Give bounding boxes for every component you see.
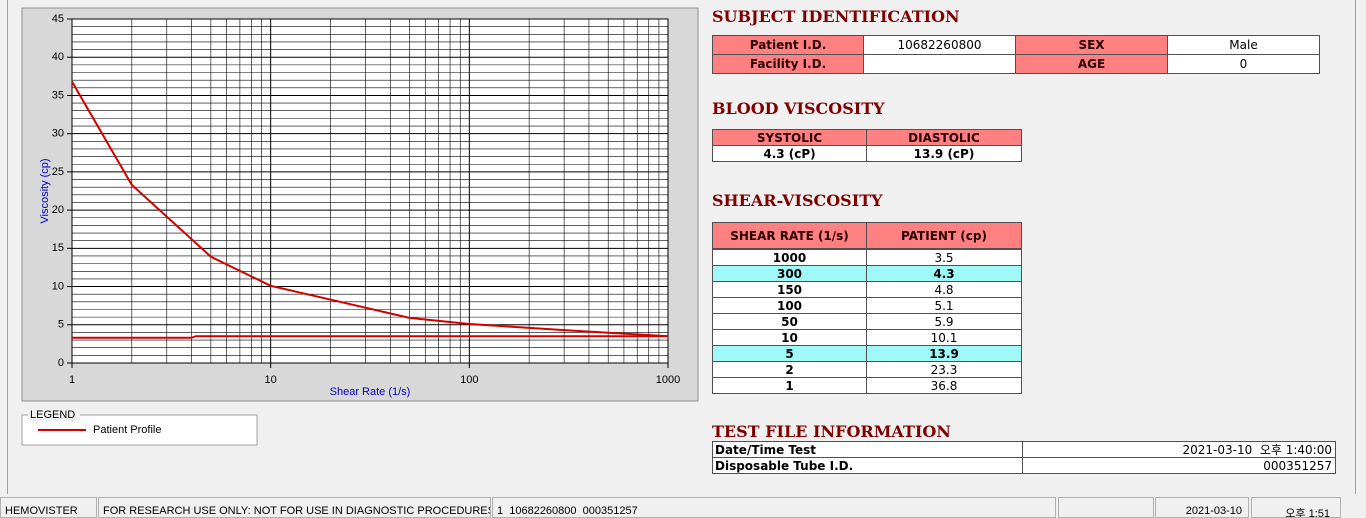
table-cell: 23.3 xyxy=(866,361,1022,378)
table-cell: 10682260800 xyxy=(863,35,1016,55)
table-cell: SHEAR RATE (1/s) xyxy=(712,222,867,249)
y-axis-label: Viscosity (cp) xyxy=(39,158,51,223)
table-cell: 13.9 (cP) xyxy=(866,145,1022,162)
y-tick-label: 0 xyxy=(58,357,64,369)
table-cell: 13.9 xyxy=(866,345,1022,362)
series-line xyxy=(71,81,669,338)
x-tick-label: 1 xyxy=(69,374,75,386)
status-panel: 2021-03-10 xyxy=(1155,497,1249,518)
table-cell: SEX xyxy=(1015,35,1168,55)
plot-border xyxy=(71,18,669,364)
legend-title: LEGEND xyxy=(30,409,75,421)
status-panel: 오후 1:51 xyxy=(1251,497,1341,518)
x-tick-label: 10 xyxy=(265,374,277,386)
y-tick-label: 25 xyxy=(52,166,64,178)
table-cell: DIASTOLIC xyxy=(866,129,1022,146)
table-cell: 2 xyxy=(712,361,867,378)
table-cell: 3.5 xyxy=(866,249,1022,266)
table-cell: 1 xyxy=(712,377,867,394)
table-cell: SYSTOLIC xyxy=(712,129,867,146)
table-cell: 100 xyxy=(712,297,867,314)
table-cell: 0 xyxy=(1167,54,1320,74)
x-axis-label: Shear Rate (1/s) xyxy=(330,386,411,398)
table-cell: Male xyxy=(1167,35,1320,55)
status-panel: FOR RESEARCH USE ONLY: NOT FOR USE IN DI… xyxy=(98,497,491,518)
section-title: SUBJECT IDENTIFICATION xyxy=(712,7,960,26)
table-cell: 36.8 xyxy=(866,377,1022,394)
table-cell: 50 xyxy=(712,313,867,330)
y-tick-label: 35 xyxy=(52,89,64,101)
table-cell: 300 xyxy=(712,265,867,282)
table-cell: 2021-03-10 오후 1:40:00 xyxy=(1022,441,1336,458)
section-title: BLOOD VISCOSITY xyxy=(712,99,885,118)
legend-label: Patient Profile xyxy=(93,424,161,436)
table-cell: 150 xyxy=(712,281,867,298)
y-tick-label: 30 xyxy=(52,128,64,140)
table-cell: AGE xyxy=(1015,54,1168,74)
x-tick-label: 1000 xyxy=(656,374,680,386)
status-panel: HEMOVISTER xyxy=(0,497,97,518)
y-tick-label: 45 xyxy=(52,13,64,25)
table-cell: 5 xyxy=(712,345,867,362)
status-panel: 1 10682260800 000351257 xyxy=(492,497,1056,518)
table-cell: 5.1 xyxy=(866,297,1022,314)
table-cell: 1000 xyxy=(712,249,867,266)
section-title: TEST FILE INFORMATION xyxy=(712,422,951,441)
series-line xyxy=(72,335,668,339)
table-cell: Facility I.D. xyxy=(712,54,864,74)
legend-title-bg xyxy=(28,409,80,421)
table-cell: 10 xyxy=(712,329,867,346)
table-cell: Date/Time Test xyxy=(712,441,1023,458)
window-right-edge xyxy=(1355,0,1356,494)
table-cell: 4.8 xyxy=(866,281,1022,298)
chart: LEGEND 0 5 10 15 20 25 30 35 40 45 1 10 100 1000 Shear… xyxy=(21,7,699,446)
table-cell: 4.3 xyxy=(866,265,1022,282)
table-cell: 000351257 xyxy=(1022,457,1336,474)
table-cell: Disposable Tube I.D. xyxy=(712,457,1023,474)
table-cell: 4.3 (cP) xyxy=(712,145,867,162)
y-tick-label: 20 xyxy=(52,204,64,216)
table-cell: 5.9 xyxy=(866,313,1022,330)
table-cell: PATIENT (cp) xyxy=(866,222,1022,249)
plot-area xyxy=(72,19,668,363)
table-cell: Patient I.D. xyxy=(712,35,864,55)
y-tick-label: 15 xyxy=(52,242,64,254)
y-tick-label: 10 xyxy=(52,280,64,292)
x-tick-label: 100 xyxy=(460,374,478,386)
section-title: SHEAR-VISCOSITY xyxy=(712,191,883,210)
window-left-edge xyxy=(7,0,8,494)
table-cell xyxy=(863,54,1016,74)
y-tick-label: 40 xyxy=(52,51,64,63)
table-cell: 10.1 xyxy=(866,329,1022,346)
y-tick-label: 5 xyxy=(58,319,64,331)
status-panel xyxy=(1058,497,1154,518)
